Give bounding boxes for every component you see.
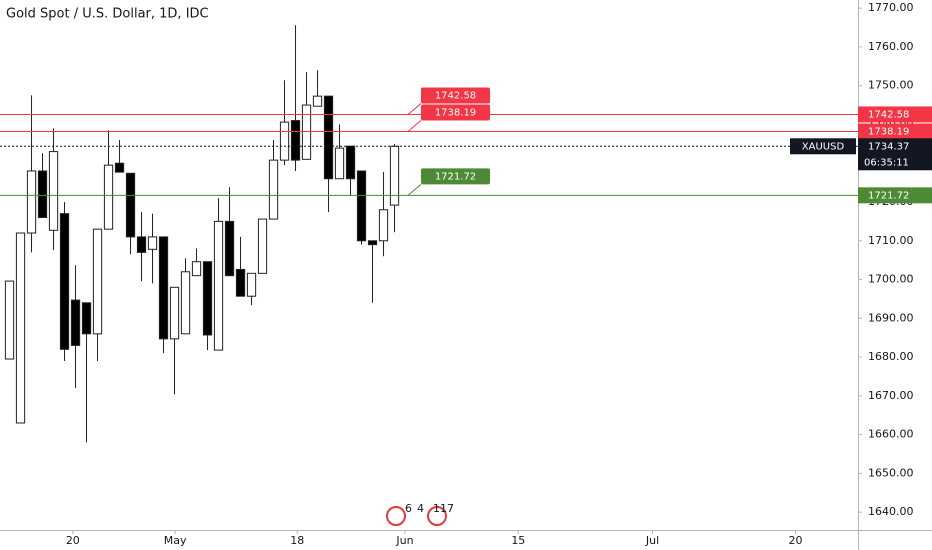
y-tick-label: 1760.00: [868, 40, 914, 53]
candle-body: [15, 232, 26, 424]
level-callout-connector: [407, 120, 422, 132]
y-tick-label: 1680.00: [868, 350, 914, 363]
candle-body: [301, 104, 312, 160]
x-tick-label: 18: [290, 534, 304, 547]
event-count[interactable]: 6: [405, 502, 412, 515]
candle-body: [180, 271, 191, 335]
level-axis-label: 1738.19: [868, 126, 909, 137]
y-tick-label: 1690.00: [868, 311, 914, 324]
y-tick-label: 1660.00: [868, 428, 914, 441]
candle-body: [246, 272, 257, 297]
candle-body: [4, 280, 15, 360]
candle-body: [268, 159, 279, 220]
x-tick-label: Jul: [645, 534, 659, 547]
candle-body: [224, 220, 235, 277]
candle-body: [81, 302, 92, 335]
x-tick-label: Jun: [395, 534, 413, 547]
level-callout: [421, 104, 490, 121]
level-callout-label: 1742.58: [435, 90, 476, 101]
level-callout: [421, 87, 490, 104]
candle-body: [235, 268, 246, 297]
y-tick-label: 1650.00: [868, 466, 914, 479]
candle-body: [92, 228, 103, 335]
candle-body: [356, 170, 367, 242]
candle-body: [169, 286, 180, 340]
level-axis-label: 1721.72: [868, 190, 909, 201]
y-tick-label: 1710.00: [868, 234, 914, 247]
level-callout-connector: [407, 103, 422, 115]
candle-body: [290, 120, 301, 161]
candle-body: [103, 164, 114, 230]
candle-body: [158, 236, 169, 340]
candle-body: [147, 236, 158, 250]
candle-body: [37, 170, 48, 219]
candle-body: [389, 145, 400, 206]
y-tick-label: 1750.00: [868, 79, 914, 92]
event-count[interactable]: 4: [417, 502, 424, 515]
candle-body: [59, 213, 70, 350]
level-callout: [421, 168, 490, 185]
events-badge[interactable]: 6 4 117: [386, 502, 454, 526]
x-tick-label: 20: [66, 534, 80, 547]
level-callout-connector: [407, 183, 422, 196]
level-axis-tag: [858, 106, 932, 123]
candle-body: [70, 299, 81, 346]
level-axis-tag: [858, 187, 932, 204]
last-price-tag: [858, 138, 932, 171]
y-tick-label: 1640.00: [868, 505, 914, 518]
candle-body: [48, 151, 59, 231]
level-callout-label: 1721.72: [435, 171, 476, 182]
candle-body: [213, 220, 224, 351]
candle-body: [279, 121, 290, 161]
level-axis-label: 1742.58: [868, 109, 909, 120]
candle-body: [26, 170, 37, 234]
y-tick-label: 1770.00: [868, 1, 914, 14]
candle-body: [345, 145, 356, 180]
y-tick-label: 1670.00: [868, 389, 914, 402]
candle-body: [378, 209, 389, 242]
candle-body: [202, 261, 213, 336]
level-axis-tag: [858, 123, 932, 140]
countdown-label: 06:35:11: [864, 157, 909, 168]
x-tick-label: 15: [511, 534, 525, 547]
candle-body: [367, 240, 378, 246]
x-tick-label: May: [164, 534, 187, 547]
candle-body: [191, 261, 202, 277]
symbol-label: XAUUSD: [802, 141, 845, 152]
event-icon[interactable]: [386, 506, 406, 526]
symbol-tag: [790, 138, 856, 155]
candle-body: [257, 218, 268, 274]
candle-body: [334, 147, 345, 180]
chart-title: Gold Spot / U.S. Dollar, 1D, IDC: [6, 7, 209, 22]
candle-body: [312, 95, 323, 107]
candle-body: [136, 236, 147, 253]
level-callout-label: 1738.19: [435, 107, 476, 118]
candle-body: [323, 95, 334, 180]
last-price-label: 1734.37: [868, 141, 909, 152]
candle-body: [114, 162, 125, 173]
y-tick-label: 1700.00: [868, 273, 914, 286]
x-tick-label: 20: [789, 534, 803, 547]
event-icon[interactable]: [427, 506, 447, 526]
candle-body: [125, 172, 136, 238]
event-count[interactable]: 117: [433, 502, 454, 515]
